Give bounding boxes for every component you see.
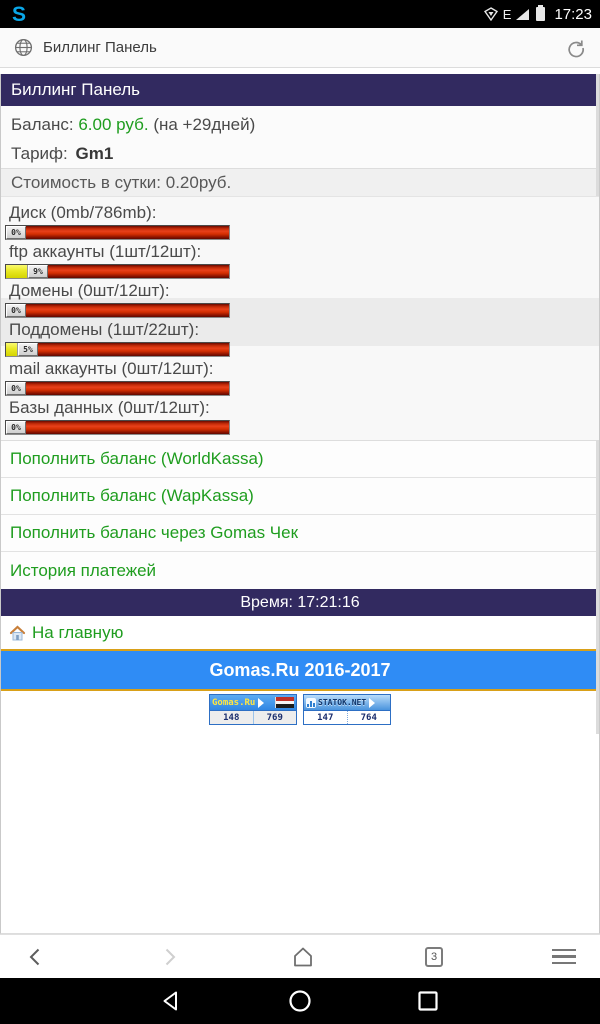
tariff-row: Тариф: Gm1 — [1, 144, 599, 168]
usage-bar: 9% — [5, 264, 230, 279]
skype-icon: S — [12, 2, 27, 26]
counter-total: 769 — [252, 711, 297, 724]
signal-icon — [516, 8, 530, 20]
link-payment-history[interactable]: История платежей — [10, 560, 157, 580]
site-footer: Gomas.Ru 2016-2017 — [1, 649, 599, 691]
bar-fill-red — [26, 304, 229, 317]
bar-percent-label: 0% — [6, 382, 26, 395]
bar-fill-red — [26, 226, 229, 239]
balance-label: Баланс: — [11, 115, 74, 134]
link-topup-wapkassa[interactable]: Пополнить баланс (WapKassa) — [1, 478, 599, 515]
usage-bar: 0% — [5, 303, 230, 318]
flag-icon — [275, 697, 294, 709]
tab-count: 3 — [430, 950, 438, 963]
page-whitespace — [1, 725, 599, 933]
balance-row: Баланс: 6.00 руб. (на +29дней) — [1, 106, 599, 144]
vpn-icon — [483, 7, 498, 21]
usage-bar: 5% — [5, 342, 230, 357]
browser-toolbar: 3 — [0, 934, 600, 978]
usage-item-disk: Диск (0mb/786mb): 0% — [5, 201, 589, 240]
usage-label: ftp аккаунты (1шт/12шт): — [9, 242, 202, 261]
usage-item-ftp: ftp аккаунты (1шт/12шт): 9% — [5, 240, 589, 279]
page-title: Биллинг Панель — [43, 39, 157, 56]
balance-days: (на +29дней) — [153, 115, 256, 134]
link-topup-worldkassa[interactable]: Пополнить баланс (WorldKassa) — [1, 441, 599, 478]
counter-name: STATOK.NET — [318, 698, 367, 707]
usage-bar: 0% — [5, 381, 230, 396]
forward-button[interactable] — [157, 945, 181, 969]
arrow-right-icon — [369, 697, 376, 708]
daily-cost-text: Стоимость в сутки: 0.20руб. — [11, 172, 232, 192]
tariff-label: Тариф: — [11, 144, 68, 163]
usage-item-subdomains: Поддомены (1шт/22шт): 5% — [5, 318, 589, 357]
spacer — [0, 68, 600, 74]
bar-percent-label: 0% — [6, 226, 26, 239]
billing-panel: Биллинг Панель Баланс: 6.00 руб. (на +29… — [0, 74, 600, 934]
android-nav-bar — [0, 978, 600, 1024]
tabs-button[interactable]: 3 — [425, 946, 443, 967]
bar-fill-yellow — [6, 265, 28, 278]
server-time-bar: Время: 17:21:16 — [1, 589, 599, 616]
back-button[interactable] — [24, 945, 48, 969]
bar-percent-label: 0% — [6, 304, 26, 317]
home-link-label: На главную — [32, 622, 124, 642]
android-recents-button[interactable] — [416, 989, 440, 1013]
home-icon — [9, 625, 26, 640]
counter-badge-gomas[interactable]: Gomas.Ru 148 769 — [209, 694, 297, 725]
home-button[interactable] — [290, 944, 316, 970]
battery-icon — [536, 5, 546, 21]
bar-chart-icon — [306, 697, 316, 708]
browser-address-bar[interactable]: Биллинг Панель — [0, 28, 600, 68]
links-section: Пополнить баланс (WorldKassa) Пополнить … — [1, 440, 599, 589]
android-back-button[interactable] — [160, 989, 184, 1013]
bar-fill-red — [26, 421, 229, 434]
bar-percent-label: 5% — [18, 343, 38, 356]
usage-label: Поддомены (1шт/22шт): — [9, 320, 200, 339]
counter-total: 764 — [346, 711, 391, 724]
panel-header: Биллинг Панель — [1, 74, 599, 106]
bar-percent-label: 9% — [28, 265, 48, 278]
globe-icon — [14, 38, 33, 57]
usage-label: mail аккаунты (0шт/12шт): — [9, 359, 214, 378]
balance-value: 6.00 руб. — [78, 115, 149, 134]
status-bar: S E 17:23 — [0, 0, 600, 28]
counter-today: 148 — [223, 712, 240, 723]
usage-bar: 0% — [5, 225, 230, 240]
usage-bar: 0% — [5, 420, 230, 435]
bar-fill-red — [26, 382, 229, 395]
counter-badge-statok[interactable]: STATOK.NET 147 764 — [303, 694, 391, 725]
android-home-button[interactable] — [288, 989, 312, 1013]
usage-label: Диск (0mb/786mb): — [9, 203, 157, 222]
usage-item-mail: mail аккаунты (0шт/12шт): 0% — [5, 357, 589, 396]
usage-item-domains: Домены (0шт/12шт): 0% — [5, 279, 589, 318]
bar-percent-label: 0% — [6, 421, 26, 434]
counter-badges: Gomas.Ru 148 769 STATOK.NET 147 764 — [1, 691, 599, 725]
usage-label: Домены (0шт/12шт): — [9, 281, 170, 300]
menu-button[interactable] — [552, 948, 576, 965]
daily-cost-row: Стоимость в сутки: 0.20руб. — [1, 168, 599, 196]
status-clock: 17:23 — [554, 5, 592, 23]
network-type-indicator: E — [502, 6, 512, 22]
usage-item-databases: Базы данных (0шт/12шт): 0% — [5, 396, 589, 435]
link-topup-gomas-check[interactable]: Пополнить баланс через Gomas Чек — [1, 515, 599, 552]
bar-fill-red — [38, 343, 229, 356]
home-link[interactable]: На главную — [1, 616, 599, 649]
bar-fill-red — [48, 265, 229, 278]
counter-name: Gomas.Ru — [212, 697, 256, 708]
bar-fill-yellow — [6, 343, 18, 356]
arrow-right-icon — [258, 697, 265, 708]
refresh-icon[interactable] — [566, 38, 586, 58]
usage-label: Базы данных (0шт/12шт): — [9, 398, 210, 417]
tariff-value: Gm1 — [75, 144, 114, 163]
counter-today: 147 — [317, 712, 334, 723]
usage-section: Диск (0mb/786mb): 0% ftp аккаунты (1шт/1… — [1, 196, 599, 440]
